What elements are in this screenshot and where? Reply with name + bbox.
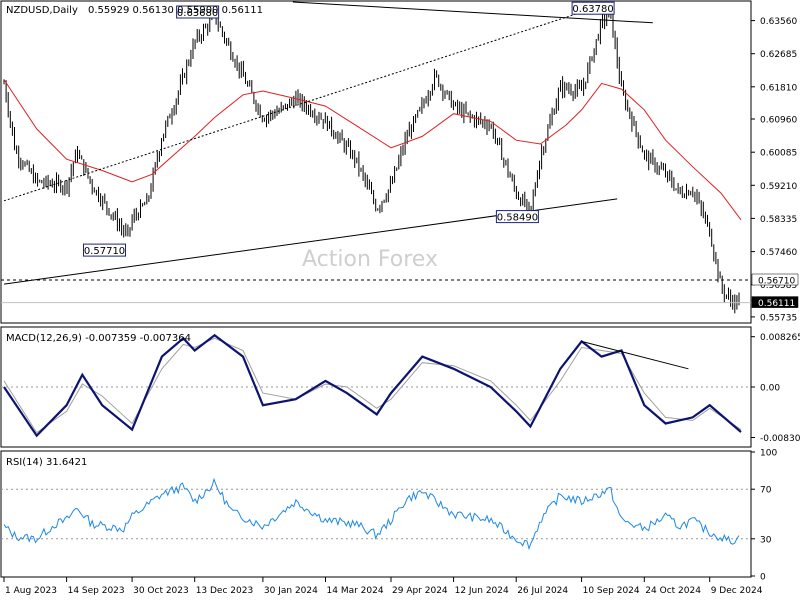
symbol-label: NZDUSD,Daily [6,5,78,16]
annotation-box [571,1,615,15]
x-tick-label: 29 Apr 2024 [392,586,448,596]
annotation-label: 0.58490 [497,213,538,224]
x-tick-label: 14 Mar 2024 [327,586,384,596]
x-tick-label: 12 Jun 2024 [455,586,509,596]
price-tick-label: 0.58335 [760,215,797,225]
x-tick-label: 30 Jan 2024 [264,586,318,596]
macd-tick-label: 0.008265 [760,333,800,343]
macd-tick-label: -0.008307 [760,434,800,444]
price-panel-frame [0,0,752,324]
x-tick-label: 24 Oct 2024 [645,586,701,596]
rsi-line [3,477,740,551]
price-tick-label: 0.61810 [760,83,797,93]
rsi-tick-label: 100 [760,449,777,459]
price-tick-label: 0.55735 [760,313,797,323]
annotation-box [176,5,220,19]
price-line-label: 0.56710 [758,277,795,287]
price-line-label-box [751,296,799,308]
price-lines [1,1,751,304]
rsi-title: RSI(14) 31.6421 [6,457,87,468]
rsi-tick-label: 70 [760,486,772,496]
x-tick-label: 14 Sep 2023 [68,586,125,596]
rsi-tick-label: 0 [760,573,766,583]
ohlc-header: 0.55929 0.56130 0.55900 0.56111 [88,5,263,16]
watermark: Action Forex [302,247,438,272]
x-axis: 1 Aug 2023 14 Sep 2023 30 Oct 2023 13 Dec 2… [3,577,763,596]
price-line-label: 0.56111 [758,299,795,309]
macd-tick-label: 0.00 [760,384,780,394]
rsi-tick-label: 30 [760,535,772,545]
annotation-box [495,210,539,224]
price-tick-label: 0.59210 [760,182,797,192]
macd-trendline [581,340,689,370]
x-tick-label: 13 Dec 2023 [196,586,254,596]
x-tick-label: 26 Jul 2024 [517,586,568,596]
macd-lines [1,333,751,438]
price-tick-label: 0.56585 [760,281,797,291]
macd-main-line [3,333,742,438]
annotation-label: 0.63780 [572,4,613,15]
rsi-y-axis: 100 70 30 0 [751,449,777,583]
price-line-label-box [751,273,799,286]
annotation-label: 0.57710 [84,246,125,257]
price-tick-label: 0.60960 [760,116,797,126]
price-line-labels: 0.56710 0.56111 [751,273,799,309]
trendline-1 [3,11,582,202]
x-tick-label: 9 Dec 2024 [711,586,763,596]
rsi-panel-frame [0,450,752,578]
annotation-box [83,243,126,257]
x-tick-label: 30 Oct 2023 [133,586,189,596]
macd-signal-line [3,337,742,434]
rsi-lines [1,477,751,551]
price-tick-label: 0.63560 [760,17,797,27]
price-tick-label: 0.60085 [760,149,797,159]
price-tick-label: 0.57460 [760,248,797,258]
price-annotations: 0.57710 0.63680 0.58490 0.63780 [83,1,615,257]
trendline-2 [292,1,653,24]
price-y-axis: 0.63560 0.62685 0.61810 0.60960 0.60085 0.592… [751,17,797,323]
macd-title: MACD(12,26,9) -0.007359 -0.007364 [6,333,191,344]
macd-y-axis: 0.008265 0.00 -0.008307 [751,333,800,444]
annotation-label: 0.63680 [177,8,218,19]
x-tick-label: 10 Sep 2024 [583,586,640,596]
moving-average-line [3,79,742,221]
x-tick-label: 1 Aug 2023 [5,586,57,596]
price-tick-label: 0.62685 [760,50,797,60]
